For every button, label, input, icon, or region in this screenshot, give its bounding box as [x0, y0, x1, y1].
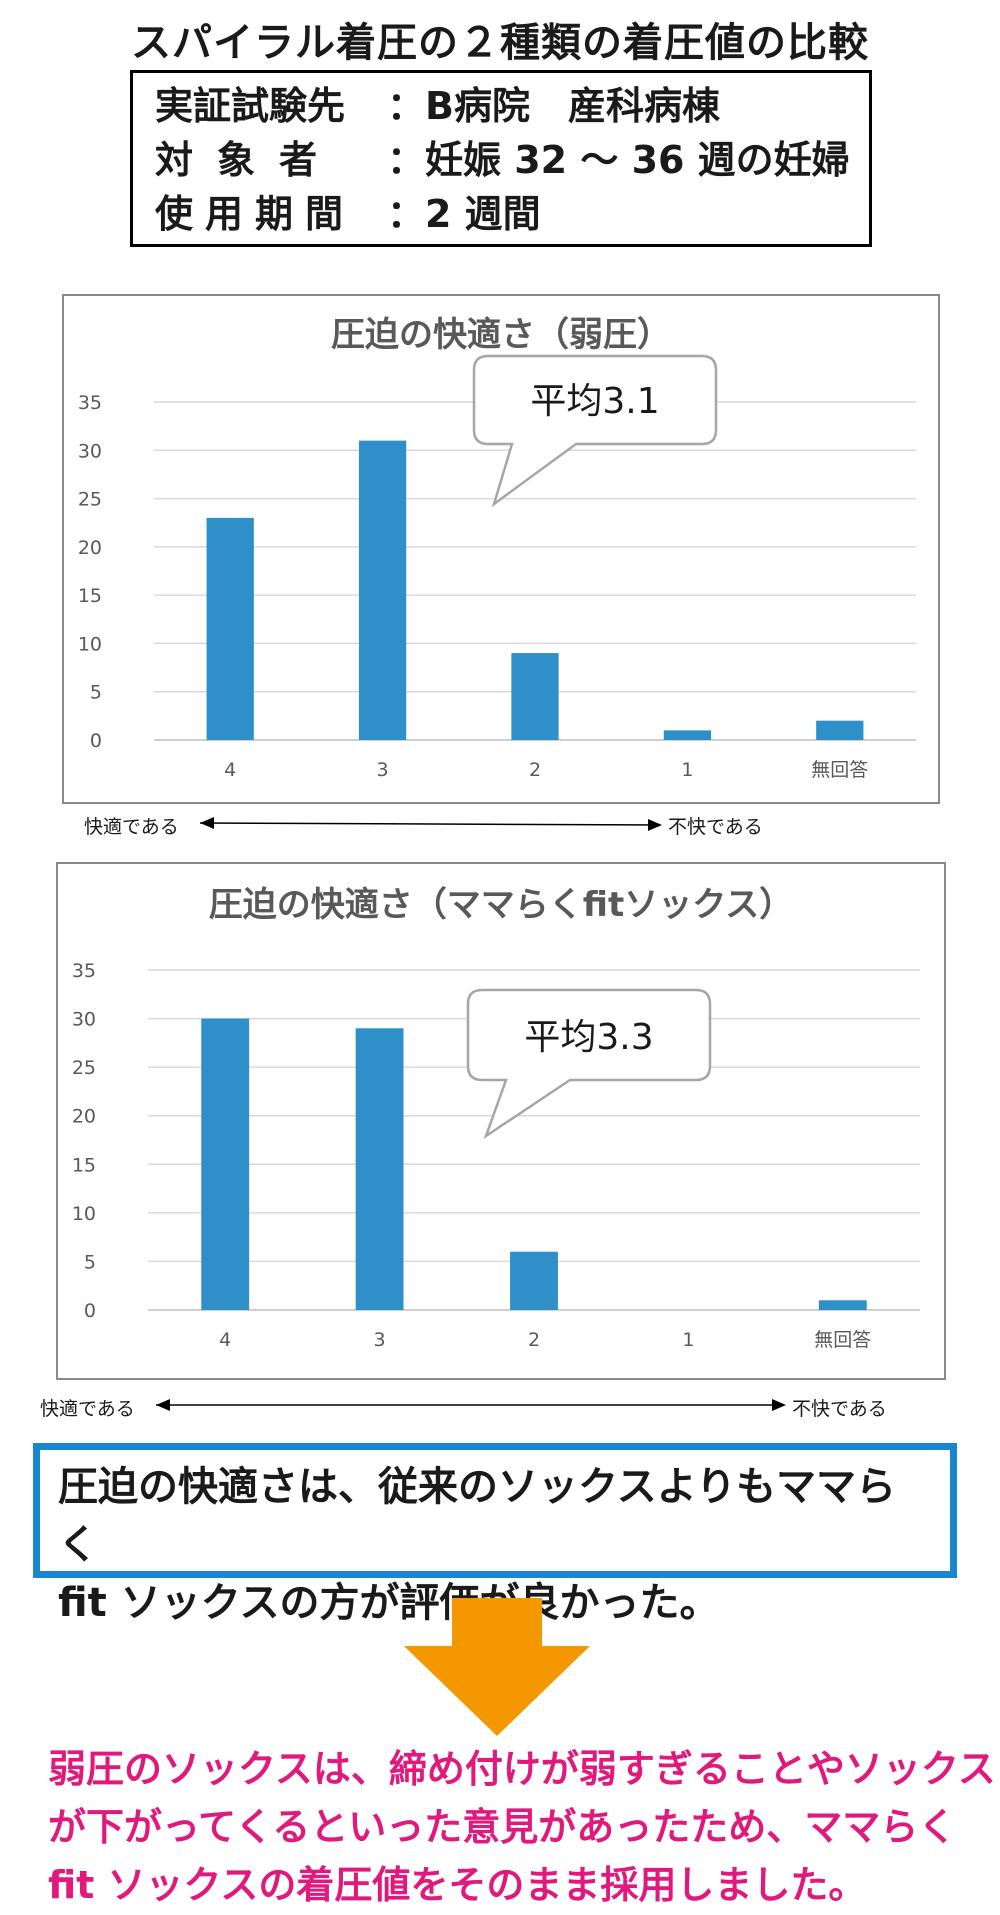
conclusion-line-2: fit ソックスの方が評価が良かった。	[58, 1580, 720, 1626]
chart-title: 圧迫の快適さ（弱圧）	[331, 315, 671, 355]
y-tick-label: 5	[90, 682, 102, 704]
info-row-subjects: 対象者 ：妊娠 32 ～ 36 週の妊婦	[155, 133, 869, 187]
comfort-scale-2: 快適である 不快である	[40, 1390, 920, 1420]
chart-weak-pressure: 圧迫の快適さ（弱圧） 0 5 10 15 20 25 30 35 4 3 2 1 無回答 平均3.1	[62, 294, 940, 804]
bar	[510, 1251, 558, 1310]
bar	[201, 1018, 250, 1310]
y-tick-label: 35	[78, 392, 102, 414]
info-label-period: 使用期間	[155, 192, 356, 236]
x-tick-label: 4	[219, 1329, 231, 1351]
note-line-2: が下がってくるといった意見があったため、ママらく	[48, 1805, 957, 1849]
bar	[816, 720, 864, 740]
chart-mamaraku-fit-svg: 圧迫の快適さ（ママらくfitソックス） 0 5 10 15 20 25 30 35 4 3 2 1 無回答…	[72, 885, 920, 1351]
y-tick-label: 20	[78, 537, 102, 559]
comfort-scale-1: 快適である 不快である	[84, 808, 784, 838]
scale-1-right-label: 不快である	[668, 816, 763, 838]
note-line-1: 弱圧のソックスは、締め付けが弱すぎることやソックス	[48, 1747, 996, 1791]
y-tick-label: 30	[78, 440, 102, 462]
y-tick-label: 5	[84, 1251, 96, 1273]
adoption-note: 弱圧のソックスは、締め付けが弱すぎることやソックス が下がってくるといった意見が…	[48, 1740, 996, 1914]
average-annotation: 平均3.1	[530, 381, 659, 422]
y-tick-label: 15	[78, 585, 102, 607]
y-tick-label: 10	[78, 633, 102, 655]
x-tick-label: 無回答	[811, 759, 868, 781]
down-arrow-icon	[404, 1598, 590, 1736]
x-tick-label: 3	[377, 759, 389, 781]
callout-bubble	[472, 354, 718, 508]
double-arrow-icon	[156, 1399, 786, 1411]
chart-mamaraku-fit: 圧迫の快適さ（ママらくfitソックス） 0 5 10 15 20 25 30 35 4 3 2 1 無回答…	[56, 862, 946, 1380]
y-tick-label: 25	[78, 489, 102, 511]
y-tick-label: 0	[84, 1300, 96, 1322]
info-value-period: ：2 週間	[387, 192, 541, 236]
y-tick-label: 30	[72, 1009, 96, 1031]
y-tick-label: 0	[90, 730, 102, 752]
bar	[511, 653, 559, 740]
average-annotation: 平均3.3	[524, 1017, 653, 1058]
y-tick-label: 15	[72, 1154, 96, 1176]
bar	[206, 517, 254, 740]
y-tick-label: 35	[72, 960, 96, 982]
x-tick-label: 4	[224, 759, 236, 781]
note-line-3: fit ソックスの着圧値をそのまま採用しました。	[48, 1863, 867, 1907]
info-row-site: 実証試験先 ：B病院 産科病棟	[155, 79, 869, 133]
y-tick-label: 20	[72, 1106, 96, 1128]
info-value-subjects: ：妊娠 32 ～ 36 週の妊婦	[387, 138, 850, 182]
info-label-site: 実証試験先	[155, 84, 346, 128]
info-row-period: 使用期間 ：2 週間	[155, 187, 869, 241]
bar	[355, 1028, 404, 1310]
bar	[663, 730, 712, 740]
callout-bubble	[466, 988, 712, 1140]
x-tick-label: 2	[528, 1329, 540, 1351]
conclusion-line-1: 圧迫の快適さは、従来のソックスよりもママらく	[58, 1464, 896, 1568]
bar	[818, 1300, 867, 1310]
double-arrow-icon	[199, 817, 662, 831]
scale-1-left-label: 快適である	[84, 816, 179, 838]
y-tick-label: 25	[72, 1057, 96, 1079]
conclusion-box: 圧迫の快適さは、従来のソックスよりもママらく fit ソックスの方が評価が良かっ…	[33, 1443, 957, 1626]
y-tick-label: 10	[72, 1203, 96, 1225]
x-tick-label: 2	[529, 759, 541, 781]
scale-2-left-label: 快適である	[40, 1398, 135, 1420]
study-info-box: 実証試験先 ：B病院 産科病棟 対象者 ：妊娠 32 ～ 36 週の妊婦 使用期…	[130, 70, 872, 247]
x-tick-label: 無回答	[814, 1329, 871, 1351]
info-label-subjects: 対象者	[155, 138, 342, 182]
chart-title: 圧迫の快適さ（ママらくfitソックス）	[209, 885, 793, 925]
info-value-site: ：B病院 産科病棟	[387, 84, 720, 128]
page-title: スパイラル着圧の２種類の着圧値の比較	[131, 20, 869, 66]
x-tick-label: 1	[682, 1329, 694, 1351]
scale-2-right-label: 不快である	[792, 1398, 887, 1420]
x-tick-label: 3	[374, 1329, 386, 1351]
bar	[358, 440, 407, 740]
chart-weak-pressure-svg: 圧迫の快適さ（弱圧） 0 5 10 15 20 25 30 35 4 3 2 1 無回答 平均3.1	[78, 315, 916, 781]
x-tick-label: 1	[681, 759, 693, 781]
